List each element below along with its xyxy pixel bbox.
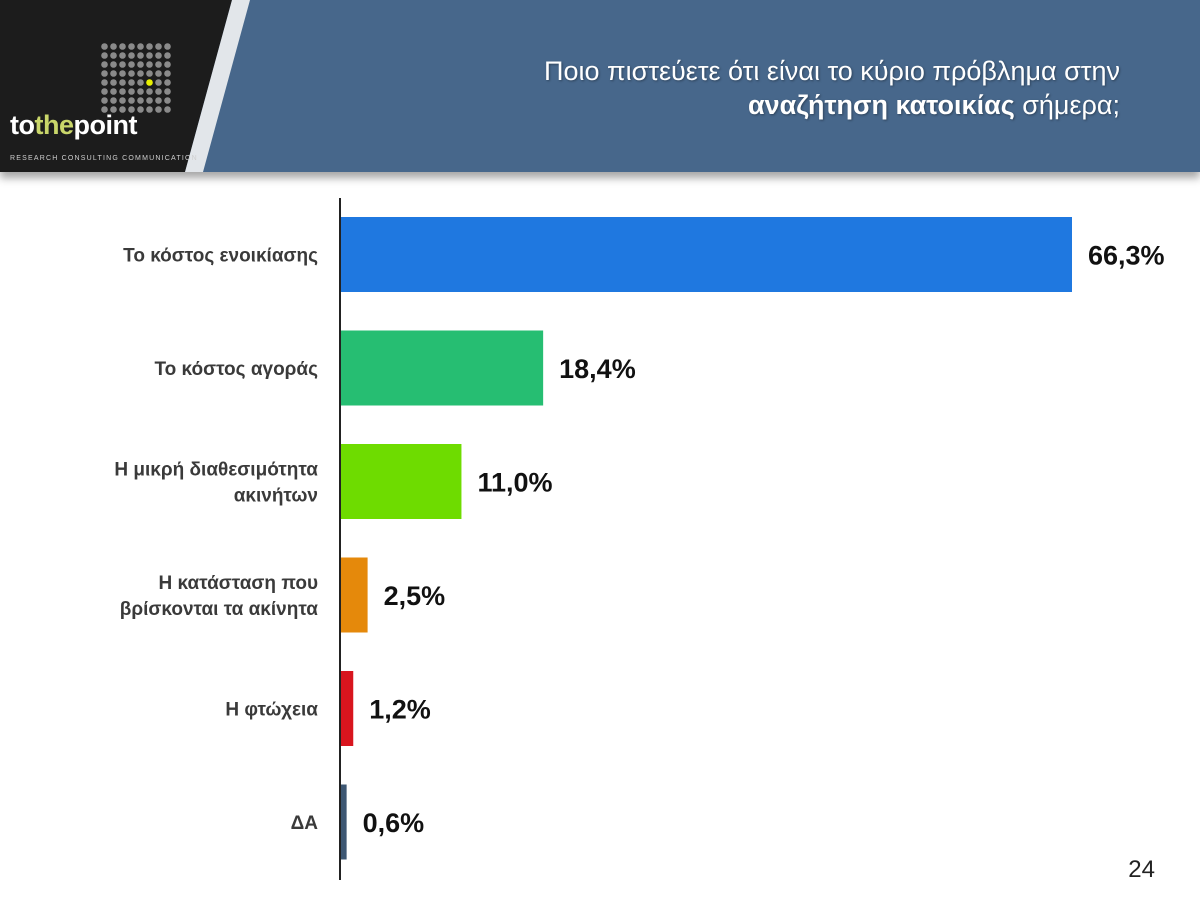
logo-dot bbox=[155, 79, 162, 86]
logo-dot bbox=[137, 43, 144, 50]
bar bbox=[340, 784, 347, 860]
logo-dot bbox=[119, 97, 126, 104]
logo-dot bbox=[146, 88, 153, 95]
logo-dot bbox=[128, 79, 135, 86]
category-label: ΔΑ bbox=[291, 813, 319, 834]
logo-dot bbox=[146, 97, 153, 104]
category-label: Το κόστος ενοικίασης bbox=[123, 246, 318, 267]
logo-dot bbox=[119, 61, 126, 68]
logo-dot bbox=[155, 97, 162, 104]
logo-dot bbox=[155, 88, 162, 95]
bar bbox=[340, 557, 368, 633]
logo-dot bbox=[137, 52, 144, 59]
logo-dot bbox=[164, 106, 171, 113]
logo-background bbox=[0, 0, 250, 172]
logo-dot bbox=[146, 43, 153, 50]
logo-dot bbox=[164, 70, 171, 77]
category-label: ακινήτων bbox=[234, 486, 318, 507]
logo-panel: tothepoint RESEARCH CONSULTING COMMUNICA… bbox=[0, 0, 250, 172]
logo-dot bbox=[119, 79, 126, 86]
logo-dot bbox=[137, 97, 144, 104]
title-line-2: αναζήτηση κατοικίας σήμερα; bbox=[320, 88, 1120, 122]
title-emphasis: αναζήτηση κατοικίας bbox=[748, 90, 1015, 120]
logo-dot bbox=[101, 52, 108, 59]
logo-dot bbox=[137, 88, 144, 95]
logo-dot bbox=[101, 61, 108, 68]
category-label: βρίσκονται τα ακίνητα bbox=[120, 599, 319, 620]
title-line-1: Ποιο πιστεύετε ότι είναι το κύριο πρόβλη… bbox=[544, 56, 1120, 86]
logo-dot bbox=[137, 70, 144, 77]
logo-dot bbox=[155, 52, 162, 59]
category-label: Η μικρή διαθεσιμότητα bbox=[114, 460, 318, 481]
bar bbox=[340, 444, 462, 519]
dot-grid-logo-icon bbox=[101, 43, 171, 113]
logo-dot bbox=[119, 70, 126, 77]
logo-dot bbox=[164, 97, 171, 104]
page-number: 24 bbox=[1128, 856, 1155, 883]
logo-dot bbox=[119, 43, 126, 50]
logo-dot bbox=[101, 43, 108, 50]
logo-dot bbox=[110, 61, 117, 68]
bar bbox=[340, 217, 1072, 292]
logo-dot bbox=[101, 106, 108, 113]
logo-dot bbox=[155, 43, 162, 50]
logo-dot bbox=[128, 106, 135, 113]
logo-dot bbox=[101, 88, 108, 95]
slide-title: Ποιο πιστεύετε ότι είναι το κύριο πρόβλη… bbox=[320, 54, 1120, 122]
logo-dot bbox=[137, 79, 144, 86]
logo-dot bbox=[110, 79, 117, 86]
slide-header: tothepoint RESEARCH CONSULTING COMMUNICA… bbox=[0, 0, 1200, 172]
logo-dot bbox=[110, 43, 117, 50]
logo-dot bbox=[110, 52, 117, 59]
logo-dot bbox=[110, 97, 117, 104]
logo-dot bbox=[128, 70, 135, 77]
logo-dot bbox=[155, 106, 162, 113]
logo-dot bbox=[101, 70, 108, 77]
logo-dot bbox=[137, 106, 144, 113]
logo-dot bbox=[101, 79, 108, 86]
logo-dot bbox=[164, 52, 171, 59]
logo-dot bbox=[110, 88, 117, 95]
category-label: Η φτώχεια bbox=[225, 700, 318, 721]
logo-dot bbox=[146, 52, 153, 59]
logo-dot bbox=[164, 61, 171, 68]
logo-dot bbox=[155, 70, 162, 77]
logo-dot bbox=[128, 61, 135, 68]
logo-dot bbox=[110, 70, 117, 77]
logo-dot bbox=[164, 79, 171, 86]
value-label: 18,4% bbox=[559, 354, 636, 384]
title-line-2-rest: σήμερα; bbox=[1014, 90, 1120, 120]
value-label: 2,5% bbox=[384, 581, 446, 611]
logo-dot bbox=[164, 88, 171, 95]
logo-dot bbox=[128, 88, 135, 95]
logo-dot bbox=[110, 106, 117, 113]
logo-wordmark: tothepoint bbox=[10, 110, 137, 140]
category-label: Το κόστος αγοράς bbox=[154, 359, 318, 380]
value-label: 11,0% bbox=[477, 468, 552, 498]
value-label: 1,2% bbox=[369, 695, 431, 725]
logo-dot bbox=[146, 106, 153, 113]
logo-dot bbox=[146, 61, 153, 68]
category-label: Η κατάσταση που bbox=[159, 573, 318, 594]
bar bbox=[340, 671, 354, 746]
bar bbox=[340, 330, 544, 406]
logo-dot bbox=[146, 79, 153, 86]
logo-dot bbox=[119, 106, 126, 113]
horizontal-bar-chart: 66,3% Το κόστος ενοικίασης 18,4% Το κόστος … bbox=[114, 198, 1165, 880]
logo-dot bbox=[155, 61, 162, 68]
value-label: 66,3% bbox=[1088, 241, 1165, 271]
logo-dot bbox=[128, 97, 135, 104]
logo-dot bbox=[128, 43, 135, 50]
logo-dot bbox=[101, 97, 108, 104]
logo-dot bbox=[164, 43, 171, 50]
logo-dot bbox=[128, 52, 135, 59]
logo-dot bbox=[119, 88, 126, 95]
logo-tagline: RESEARCH CONSULTING COMMUNICATION bbox=[10, 155, 198, 162]
logo-dot bbox=[146, 70, 153, 77]
logo-dot bbox=[137, 61, 144, 68]
logo-dot bbox=[119, 52, 126, 59]
value-label: 0,6% bbox=[363, 808, 425, 838]
